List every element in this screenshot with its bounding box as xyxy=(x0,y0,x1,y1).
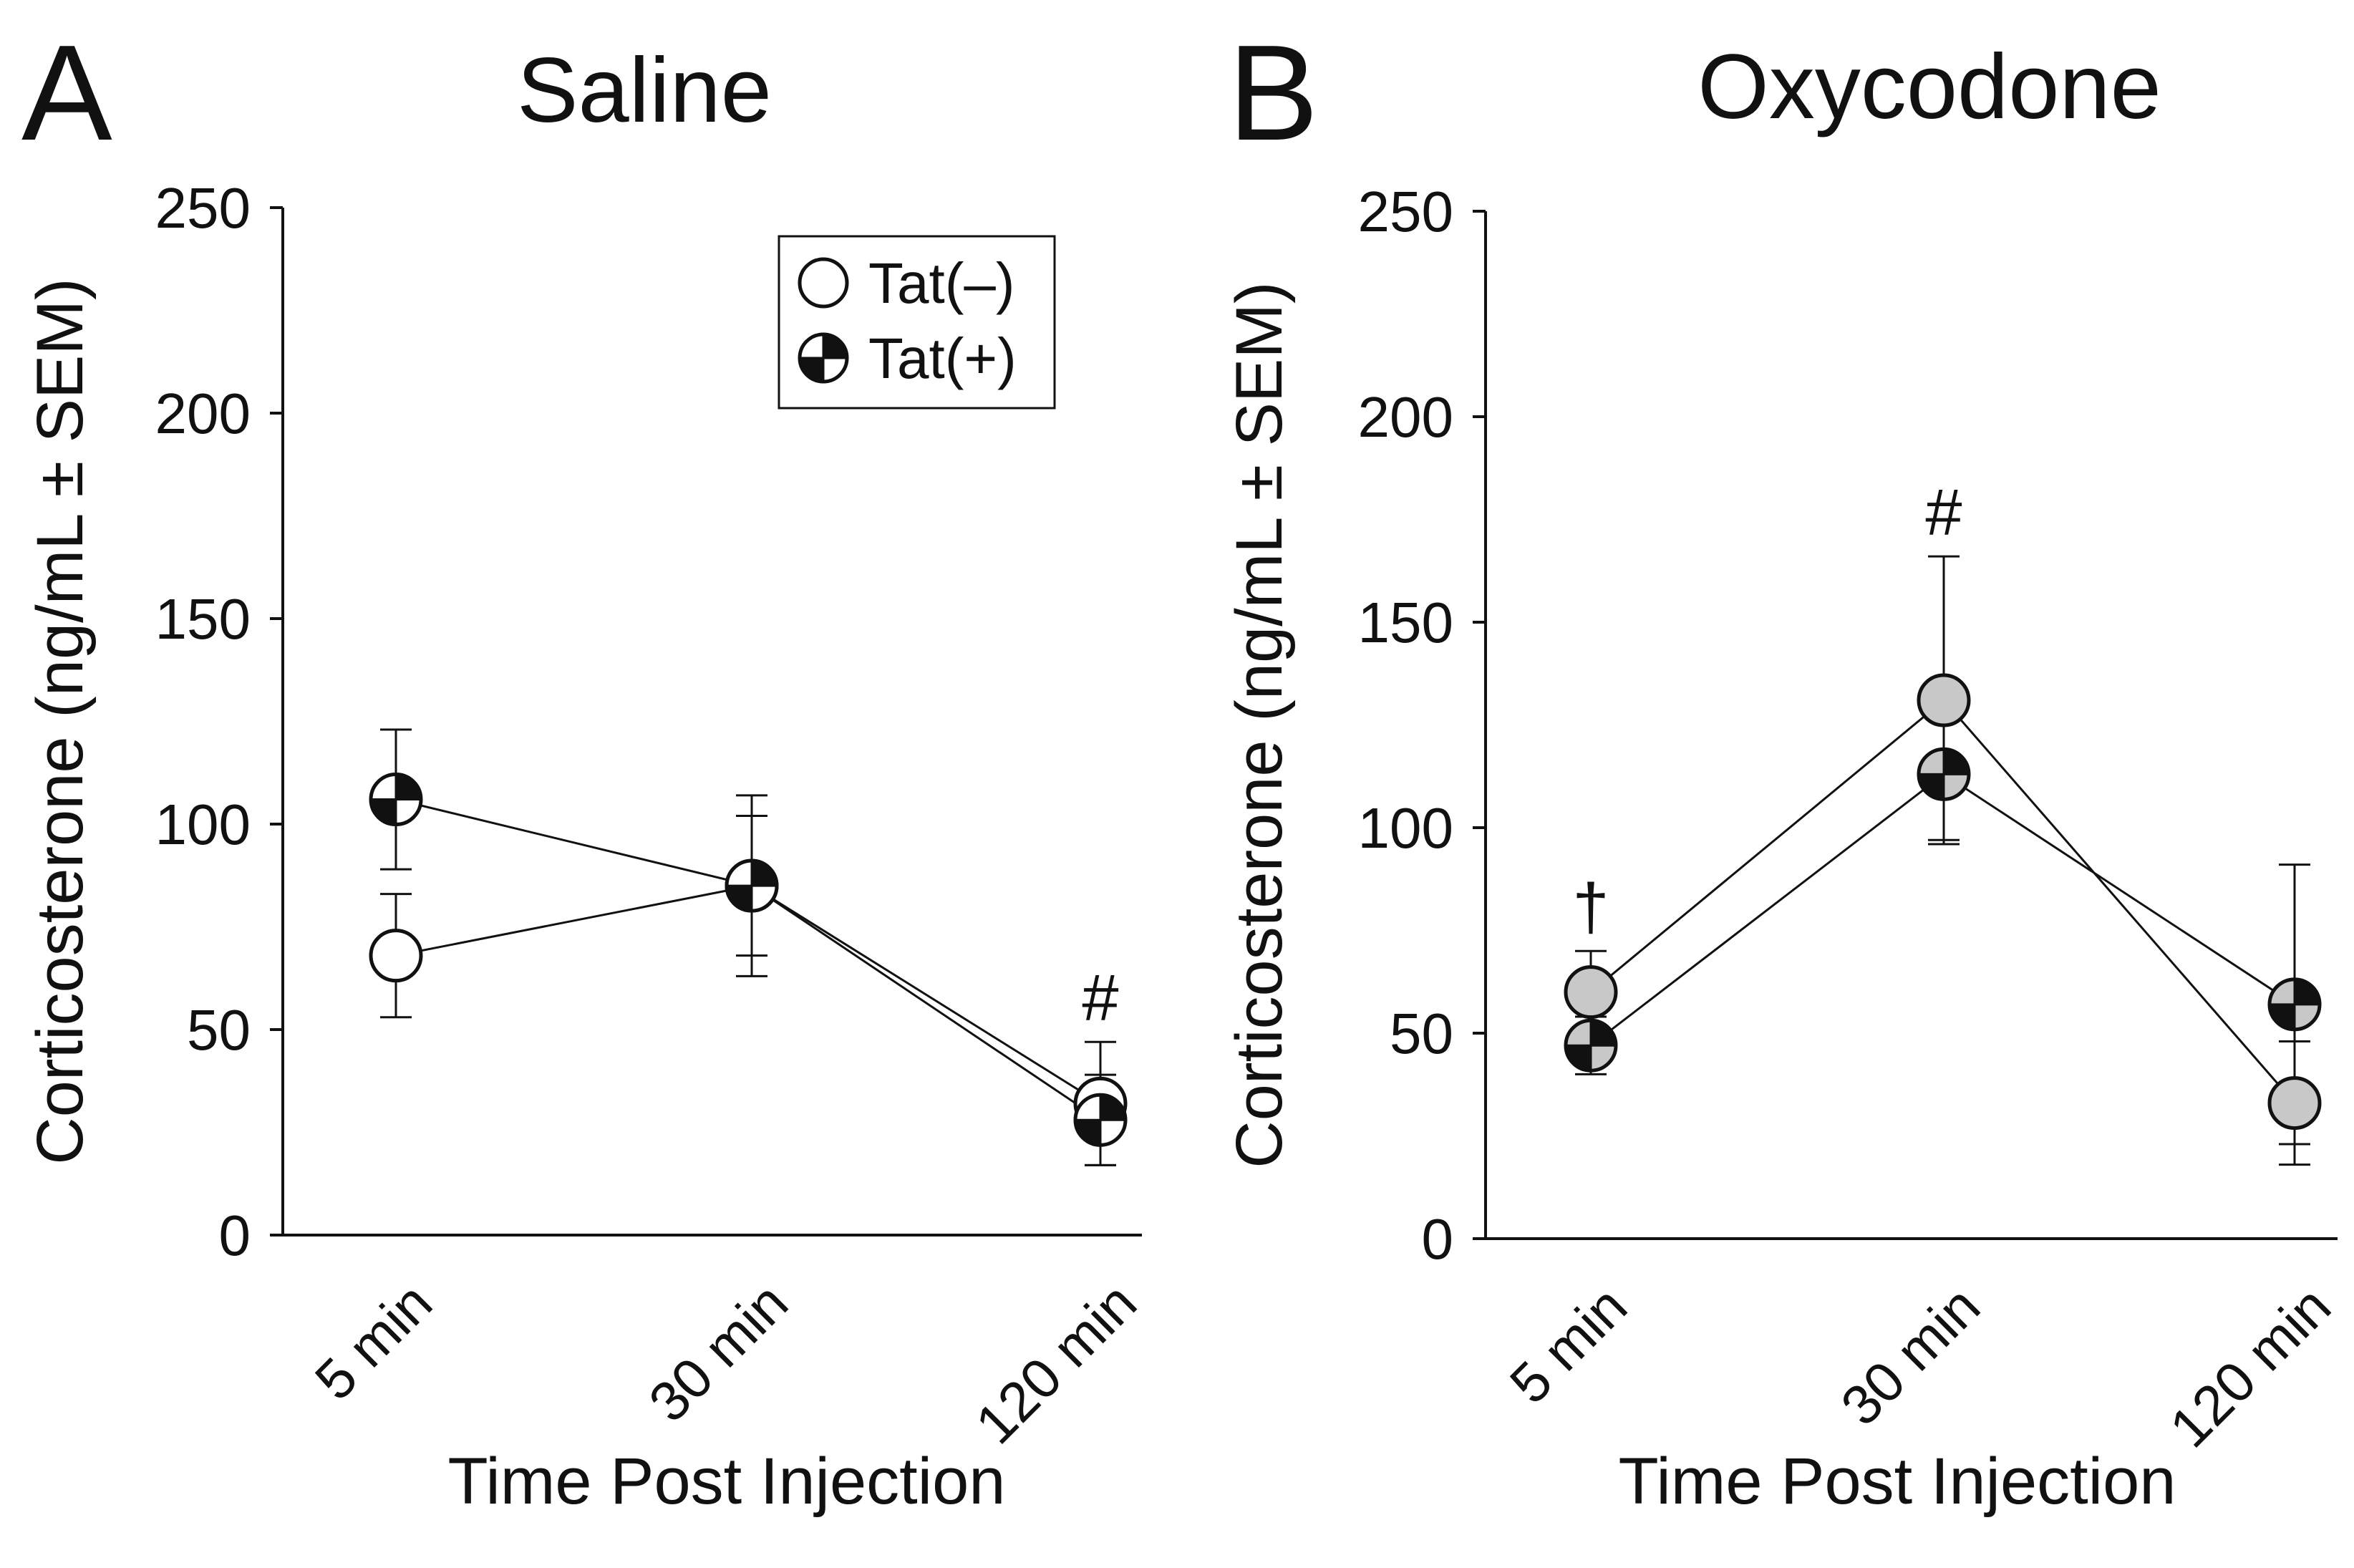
chart-title: Oxycodone xyxy=(1697,36,2161,138)
y-tick-label: 200 xyxy=(1358,385,1453,449)
x-tick-label: 5 min xyxy=(303,1271,444,1412)
data-point-tat-plus xyxy=(2267,977,2322,1032)
series-line-tat-minus xyxy=(395,884,1101,1105)
y-tick-label: 250 xyxy=(1358,180,1453,243)
panel-b-oxycodone: B Oxycodone 0 50 100 150 200 250 5 min 30 min 120 … xyxy=(1223,17,2343,1518)
data-point-tat-minus-circle xyxy=(369,929,423,983)
y-tick-label: 200 xyxy=(155,382,251,445)
data-point-tat-plus xyxy=(1917,747,1971,801)
data-point-tat-plus-quadrant-tr xyxy=(1100,1095,1125,1121)
legend-marker-quadrant-tr xyxy=(823,334,847,358)
y-tick-label: 250 xyxy=(155,176,251,240)
x-tick-label: 120 min xyxy=(964,1271,1148,1456)
x-tick-label: 30 min xyxy=(1829,1274,1992,1438)
data-point-tat-plus-quadrant-bl xyxy=(1075,1120,1100,1146)
data-point-tat-minus xyxy=(369,929,423,983)
data-point-tat-plus-quadrant-bl xyxy=(371,799,396,825)
data-point-tat-minus-circle xyxy=(2267,1076,2322,1131)
data-point-tat-plus-quadrant-tr xyxy=(1944,749,1969,775)
data-point-tat-plus-quadrant-tr xyxy=(752,861,777,886)
data-point-tat-minus xyxy=(2267,1076,2322,1131)
chart-title: Saline xyxy=(517,39,772,142)
y-axis-label: Corticosterone (ng/mL ± SEM) xyxy=(24,278,97,1164)
data-point-tat-minus xyxy=(1917,673,1971,727)
data-point-tat-minus-circle xyxy=(1917,673,1971,727)
legend-marker xyxy=(798,257,849,309)
legend-marker-quadrant-bl xyxy=(800,358,823,382)
series-line-tat-plus xyxy=(395,798,1101,1121)
data-point-tat-plus-quadrant-bl xyxy=(2270,1004,2295,1030)
y-tick-label: 100 xyxy=(1358,796,1453,860)
legend-label: Tat(–) xyxy=(868,251,1015,315)
significance-marker: † xyxy=(1572,871,1609,944)
data-point-tat-plus-quadrant-bl xyxy=(1919,774,1944,800)
legend-marker xyxy=(798,332,849,384)
y-tick-label: 150 xyxy=(1358,591,1453,654)
legend-label: Tat(+) xyxy=(868,326,1017,390)
data-point-tat-minus xyxy=(1564,965,1618,1020)
legend-marker-circle xyxy=(798,257,849,309)
data-point-tat-plus-quadrant-bl xyxy=(727,886,752,911)
data-point-tat-plus xyxy=(1564,1018,1618,1073)
panel-letter: A xyxy=(21,17,112,169)
legend: Tat(–) Tat(+) xyxy=(778,235,1056,410)
data-point-tat-plus-quadrant-tr xyxy=(2295,979,2320,1005)
data-point-tat-plus-quadrant-tr xyxy=(396,774,421,800)
data-point-tat-minus-circle xyxy=(1564,965,1618,1020)
data-point-tat-plus-quadrant-bl xyxy=(1566,1045,1591,1071)
x-axis-label: Time Post Injection xyxy=(1619,1445,2176,1518)
y-tick-label: 0 xyxy=(1422,1207,1454,1271)
x-tick-label: 30 min xyxy=(636,1271,800,1434)
data-point-tat-plus-quadrant-tr xyxy=(1591,1020,1616,1046)
data-point-tat-plus xyxy=(725,858,779,913)
y-tick-label: 150 xyxy=(155,587,251,651)
y-axis-label: Corticosterone (ng/mL ± SEM) xyxy=(1223,281,1296,1168)
y-tick-label: 100 xyxy=(155,793,251,856)
y-tick-label: 0 xyxy=(219,1204,251,1267)
y-tick-label: 50 xyxy=(1390,1002,1453,1065)
panel-a-saline: A Saline 0 50 100 150 200 250 5 min 30 min 120 min… xyxy=(21,17,1148,1518)
x-tick-label: 5 min xyxy=(1498,1274,1639,1415)
y-tick-label: 50 xyxy=(187,998,251,1062)
x-tick-label: 120 min xyxy=(2158,1274,2343,1459)
significance-marker: # xyxy=(1082,962,1118,1035)
data-point-tat-plus xyxy=(369,773,423,827)
x-axis-label: Time Post Injection xyxy=(448,1445,1006,1518)
significance-marker: # xyxy=(1925,476,1962,549)
panel-letter: B xyxy=(1228,17,1319,169)
data-point-tat-plus xyxy=(1073,1093,1128,1147)
